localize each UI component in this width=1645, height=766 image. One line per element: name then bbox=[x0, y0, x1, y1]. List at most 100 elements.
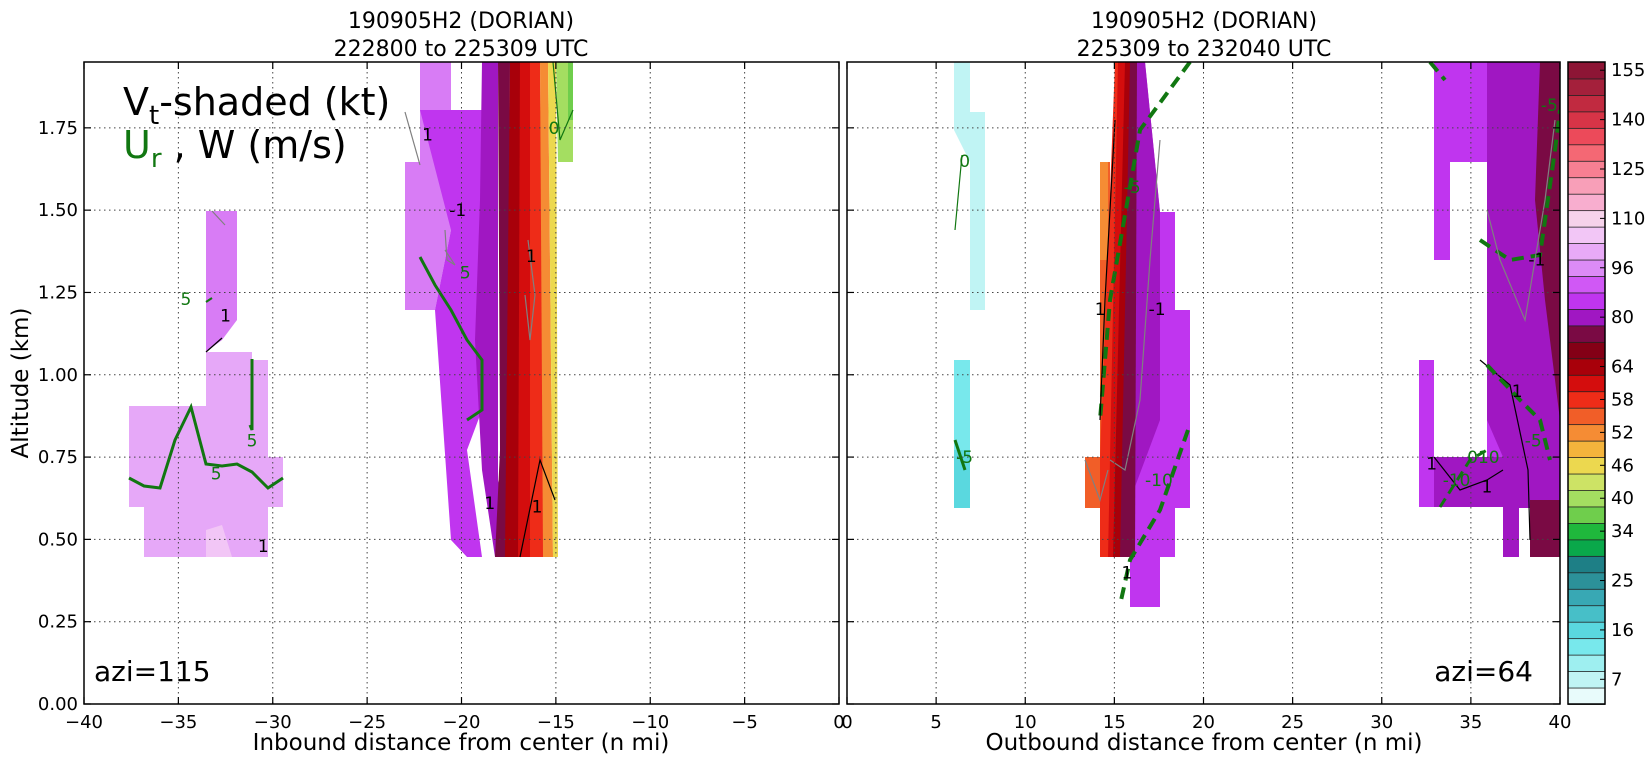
colorbar-swatch bbox=[1567, 308, 1606, 327]
colorbar-swatch bbox=[1567, 390, 1606, 409]
right-ur-dash-6 bbox=[1438, 448, 1488, 508]
colorbar-swatch bbox=[1567, 226, 1606, 244]
x-tick-label: 5 bbox=[930, 712, 941, 733]
colorbar-swatch bbox=[1567, 292, 1606, 310]
left-w-contour-3 bbox=[444, 229, 456, 266]
right-ur-contour-1 bbox=[954, 154, 963, 231]
colorbar-tick-label: 34 bbox=[1611, 521, 1634, 542]
colorbar-swatch bbox=[1567, 687, 1606, 705]
contour-label: -5 bbox=[1525, 432, 1542, 452]
y-tick-label: 1.00 bbox=[38, 365, 78, 386]
y-tick-label: 1.25 bbox=[38, 282, 78, 303]
colorbar-swatch bbox=[1567, 176, 1606, 195]
y-tick-label: 0.50 bbox=[38, 529, 78, 550]
contour-label: 1 bbox=[532, 497, 543, 517]
right-ur-contour-2 bbox=[953, 439, 967, 471]
left-plot-area bbox=[128, 62, 574, 558]
left-shade-strip-purple bbox=[420, 110, 482, 557]
contour-label: 1 bbox=[1482, 478, 1493, 498]
colorbar-swatch bbox=[1567, 242, 1606, 261]
contour-label: 1 bbox=[1121, 563, 1132, 583]
colorbar-swatch bbox=[1567, 127, 1606, 146]
colorbar-swatch bbox=[1567, 538, 1606, 557]
colorbar-swatch bbox=[1567, 61, 1606, 80]
y-tick-labels: 0.00 0.25 0.50 0.75 1.00 1.25 1.50 1.75 bbox=[38, 118, 78, 715]
x-tick-label: 15 bbox=[1103, 712, 1126, 733]
right-w-contour-6 bbox=[1433, 456, 1504, 491]
colorbar-swatch bbox=[1567, 94, 1606, 113]
x-tick-label: 10 bbox=[1014, 712, 1037, 733]
x-tick-label: 0 bbox=[833, 712, 844, 733]
left-shade-core-5 bbox=[540, 62, 553, 557]
colorbar-swatch bbox=[1567, 407, 1606, 426]
colorbar-swatch bbox=[1567, 78, 1606, 96]
right-plot-area bbox=[953, 62, 1560, 607]
left-vt-shading bbox=[129, 62, 573, 557]
contour-label: -10 bbox=[1443, 471, 1471, 491]
right-w-contour-4 bbox=[1486, 119, 1556, 323]
x-tick-label: 0 bbox=[841, 712, 852, 733]
y-axis-label: Altitude (km) bbox=[8, 308, 34, 459]
right-w-contour-3 bbox=[1084, 459, 1109, 502]
colorbar-swatch bbox=[1567, 571, 1606, 590]
colorbar-swatch bbox=[1567, 637, 1606, 656]
colorbar-swatch bbox=[1567, 621, 1606, 640]
y-tick-label: 0.75 bbox=[38, 447, 78, 468]
contour-label: -10 bbox=[1145, 471, 1173, 491]
x-tick-label: −20 bbox=[443, 712, 481, 733]
colorbar-tick-label: 46 bbox=[1611, 455, 1634, 476]
contour-label: 5 bbox=[460, 264, 471, 284]
x-tick-label: −10 bbox=[631, 712, 669, 733]
contour-label: 1 bbox=[258, 537, 269, 557]
contour-label: -1 bbox=[1528, 251, 1545, 271]
contour-label: 1 bbox=[220, 307, 231, 327]
colorbar-swatch bbox=[1567, 473, 1606, 491]
left-ur-contour-2 bbox=[248, 359, 254, 431]
colorbar-swatch bbox=[1567, 604, 1606, 623]
left-title-line1: 190905H2 (DORIAN) bbox=[348, 9, 574, 34]
right-x-axis-label: Outbound distance from center (n mi) bbox=[986, 730, 1423, 756]
x-tick-label: 25 bbox=[1281, 712, 1304, 733]
colorbar-swatch bbox=[1567, 209, 1606, 228]
contour-label: 5 bbox=[211, 465, 222, 485]
right-azimuth-label: azi=64 bbox=[1434, 655, 1533, 688]
left-x-axis-label: Inbound distance from center (n mi) bbox=[253, 730, 670, 756]
right-vt-shading bbox=[954, 62, 1560, 607]
contour-label: 1 bbox=[1512, 382, 1523, 402]
left-ur-contour-4 bbox=[205, 297, 213, 303]
y-tick-label: 0.25 bbox=[38, 612, 78, 633]
colorbar-swatch bbox=[1567, 341, 1606, 360]
x-tick-label: −5 bbox=[731, 712, 758, 733]
left-w-contour-6 bbox=[404, 111, 421, 166]
right-grid bbox=[847, 62, 1560, 704]
right-shade-red-0 bbox=[1100, 162, 1108, 260]
right-contours bbox=[953, 62, 1560, 606]
colorbar-swatch bbox=[1567, 259, 1606, 277]
right-ur-dash-1 bbox=[1098, 62, 1192, 421]
contour-label: 1 bbox=[1426, 455, 1437, 475]
right-shade-cyan-top bbox=[954, 62, 985, 310]
y-tick-label: 0.00 bbox=[38, 694, 78, 715]
colorbar-swatch bbox=[1567, 143, 1606, 162]
legend-vt: Vt-shaded (kt) bbox=[123, 80, 390, 131]
left-shade-strip-violet bbox=[475, 62, 512, 557]
colorbar-swatch bbox=[1567, 357, 1606, 376]
x-tick-label: −35 bbox=[159, 712, 197, 733]
left-w-contour-1 bbox=[205, 337, 223, 353]
left-shade-blob-a-dark bbox=[206, 211, 237, 352]
left-w-contour-4 bbox=[524, 239, 536, 341]
contour-label: 5 bbox=[181, 290, 192, 310]
contour-label: -5 bbox=[1124, 178, 1141, 198]
colorbar-tick-label: 52 bbox=[1611, 422, 1634, 443]
colorbar-tick-label: 16 bbox=[1611, 620, 1634, 641]
colorbar-tick-label: 110 bbox=[1611, 208, 1645, 229]
contour-label: 1 bbox=[484, 494, 495, 514]
x-tick-label: −40 bbox=[65, 712, 103, 733]
left-ur-contour-5 bbox=[552, 62, 574, 141]
colorbar-tick-label: 64 bbox=[1611, 357, 1634, 378]
right-ur-dash-5 bbox=[1485, 363, 1552, 461]
colorbar-swatch bbox=[1567, 160, 1606, 179]
right-title-line1: 190905H2 (DORIAN) bbox=[1091, 9, 1317, 34]
x-tick-label: 30 bbox=[1370, 712, 1393, 733]
